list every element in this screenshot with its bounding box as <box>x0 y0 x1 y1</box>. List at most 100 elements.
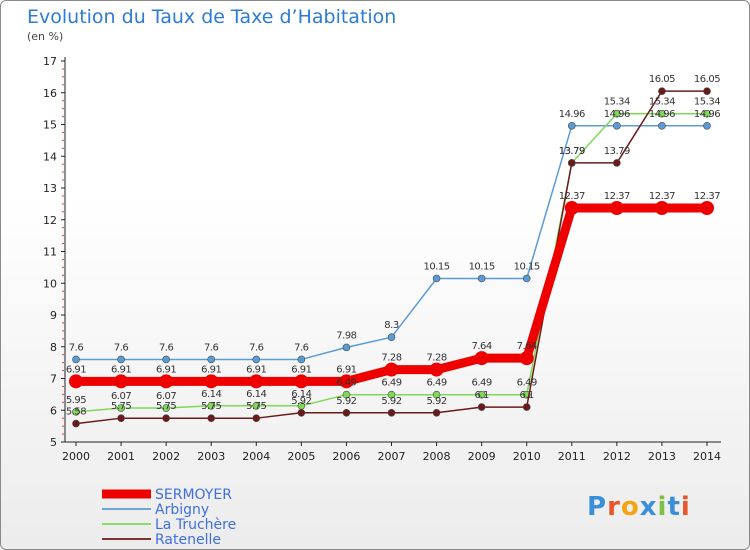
data-label: 14.96 <box>694 109 720 120</box>
data-point <box>477 274 486 283</box>
data-point <box>658 121 666 130</box>
logo-letter: o <box>620 492 640 522</box>
data-label: 5.92 <box>381 396 401 407</box>
data-point <box>387 408 396 417</box>
data-label: 12.37 <box>649 191 675 202</box>
logo-letter: t <box>667 492 681 522</box>
data-point <box>522 274 531 283</box>
data-label: 13.79 <box>604 146 630 157</box>
y-tick-label: 16 <box>43 87 57 100</box>
data-label: 13.79 <box>559 146 585 157</box>
data-label: 5.95 <box>66 395 86 406</box>
data-label: 6.14 <box>291 389 311 400</box>
data-point <box>384 362 399 377</box>
data-point <box>117 414 125 422</box>
data-point <box>432 408 441 417</box>
data-label: 14.96 <box>559 109 585 120</box>
data-point <box>72 355 80 364</box>
data-label: 12.37 <box>559 191 585 202</box>
data-label: 7.64 <box>517 341 537 352</box>
data-label: 6.49 <box>472 378 492 389</box>
data-point <box>567 121 576 130</box>
data-point <box>522 403 531 411</box>
data-label: 6.91 <box>246 364 266 375</box>
y-tick-label: 5 <box>50 436 57 449</box>
data-label: 6.07 <box>111 391 131 402</box>
data-point <box>429 362 444 377</box>
y-tick-label: 14 <box>43 150 57 163</box>
data-label: 13.79 <box>559 146 585 157</box>
x-tick-label: 2005 <box>287 450 315 463</box>
data-point <box>72 419 80 428</box>
data-point <box>387 333 396 342</box>
data-point <box>613 109 621 118</box>
data-point <box>162 404 170 412</box>
y-tick-label: 17 <box>43 55 57 68</box>
data-label: 7.6 <box>159 342 174 353</box>
data-point <box>339 374 354 389</box>
data-label: 7.28 <box>426 353 446 364</box>
data-point <box>297 355 306 364</box>
data-point <box>342 390 351 399</box>
data-point <box>564 201 579 216</box>
data-point <box>703 121 711 130</box>
data-point <box>162 414 170 422</box>
proxiti-logo: Proxiti <box>587 492 691 522</box>
data-point <box>117 404 125 412</box>
data-label: 6.07 <box>156 391 176 402</box>
data-point <box>69 374 83 389</box>
x-tick-label: 2014 <box>693 450 721 463</box>
data-label: 14.96 <box>604 109 630 120</box>
data-point <box>162 355 170 364</box>
legend-label: Arbigny <box>155 502 209 518</box>
data-label: 15.34 <box>604 97 630 108</box>
data-point <box>72 408 80 416</box>
data-label: 12.37 <box>694 191 720 202</box>
x-tick-label: 2008 <box>423 450 451 463</box>
data-point <box>297 408 306 417</box>
data-point <box>432 390 441 399</box>
data-label: 6.91 <box>201 364 221 375</box>
data-label: 5.58 <box>66 407 86 418</box>
y-tick-label: 11 <box>43 246 57 259</box>
data-point <box>342 408 351 417</box>
data-label: 6.1 <box>520 390 535 401</box>
data-point <box>114 374 129 389</box>
data-label: 7.6 <box>294 342 309 353</box>
x-tick-label: 2009 <box>468 450 496 463</box>
data-label: 7.6 <box>249 342 264 353</box>
data-label: 15.34 <box>694 97 720 108</box>
x-tick-label: 2010 <box>513 450 541 463</box>
x-tick-label: 2003 <box>197 450 225 463</box>
logo-letter: P <box>587 492 608 522</box>
data-point <box>703 87 711 95</box>
data-label: 6.91 <box>336 364 356 375</box>
x-tick-label: 2002 <box>152 450 180 463</box>
data-label: 6.49 <box>517 378 537 389</box>
x-tick-label: 2007 <box>378 450 406 463</box>
y-tick-label: 7 <box>50 373 57 386</box>
data-label: 5.75 <box>111 401 131 412</box>
data-label: 6.91 <box>291 364 311 375</box>
data-label: 7.6 <box>69 342 84 353</box>
data-label: 6.1 <box>474 390 489 401</box>
data-point <box>474 351 489 366</box>
data-point <box>207 355 216 364</box>
data-point <box>432 274 441 283</box>
data-label: 7.6 <box>204 342 219 353</box>
data-point <box>703 109 711 118</box>
x-tick-label: 2001 <box>107 450 135 463</box>
data-label: 6.91 <box>111 364 131 375</box>
data-label: 12.37 <box>604 191 630 202</box>
data-label: 10.15 <box>424 261 450 272</box>
x-tick-label: 2006 <box>332 450 360 463</box>
data-point <box>252 402 261 410</box>
y-tick-label: 12 <box>43 214 57 227</box>
data-point <box>477 390 486 399</box>
data-label: 7.6 <box>114 342 129 353</box>
data-label: 16.05 <box>694 74 720 85</box>
data-label: 5.92 <box>336 396 356 407</box>
data-label: 15.34 <box>649 97 675 108</box>
